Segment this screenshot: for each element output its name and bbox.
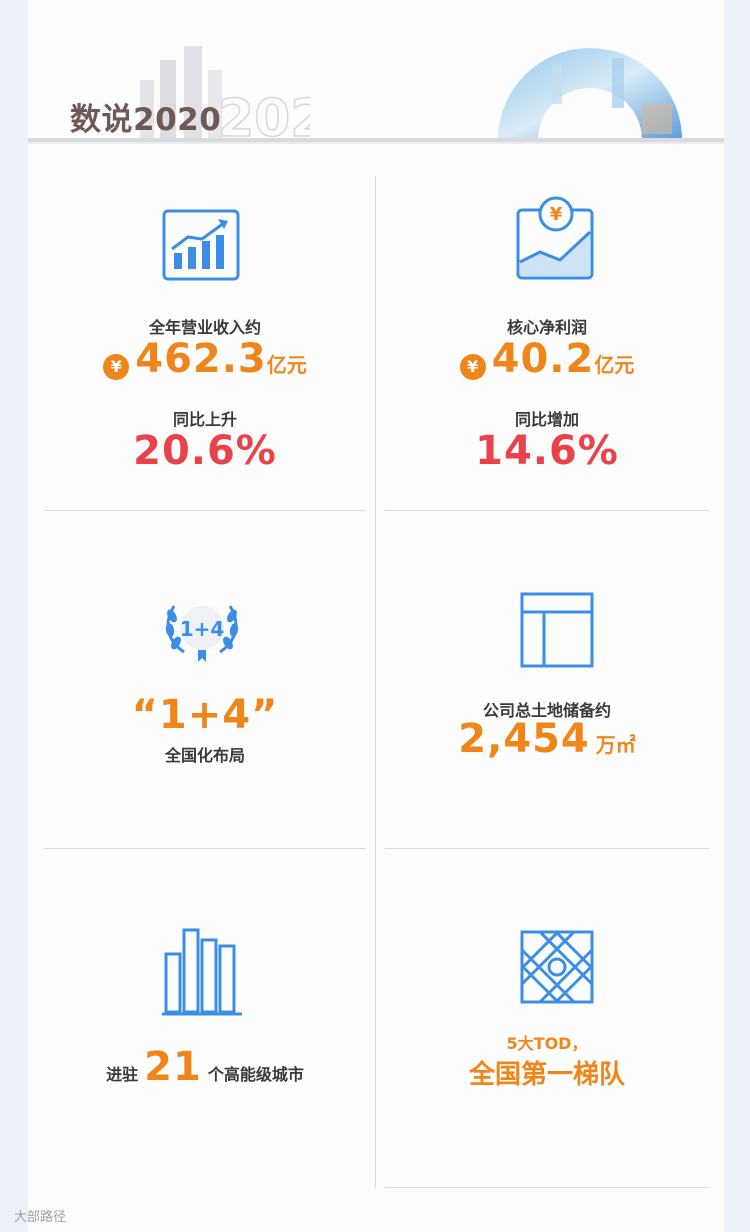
tod-line2: 全国第一梯队 — [468, 1060, 625, 1090]
revenue-label: 全年营业收入约 — [148, 318, 261, 337]
revenue-value-row: ¥ 462.3 亿元 — [44, 336, 366, 382]
profit-label: 核心净利润 — [506, 318, 587, 337]
badge-text: 1+4 — [180, 617, 225, 641]
tod-line1: 5大TOD， — [506, 1034, 588, 1053]
content-sheet — [28, 0, 724, 1232]
floor-plan-icon — [520, 592, 594, 668]
revenue-change-label: 同比上升 — [172, 410, 237, 429]
deco-year-text: 2020 — [218, 89, 310, 140]
grid-divider — [44, 848, 366, 849]
cities-suffix: 个高能级城市 — [207, 1065, 304, 1084]
layout-value: “1+4” — [131, 692, 279, 738]
revenue-unit: 亿元 — [266, 353, 307, 377]
city-arc-decoration — [498, 48, 682, 140]
land-label: 公司总土地储备约 — [482, 701, 611, 720]
grid-divider — [385, 1187, 709, 1188]
yen-symbol-icon: ¥ — [550, 204, 563, 225]
grid-divider — [385, 510, 709, 511]
cities-prefix: 进驻 — [106, 1065, 139, 1084]
land-value: 2,454 — [458, 716, 590, 762]
grid-vertical-divider — [375, 176, 376, 1188]
header-divider — [28, 138, 724, 142]
yen-icon: ¥ — [103, 354, 130, 380]
yen-icon: ¥ — [459, 354, 486, 380]
profit-unit: 亿元 — [594, 353, 635, 377]
city-buildings-icon — [162, 928, 242, 1016]
profit-change-value: 14.6% — [475, 428, 619, 474]
land-unit: 万㎡ — [595, 733, 636, 757]
profit-value: 40.2 — [491, 336, 595, 382]
grid-divider — [385, 848, 709, 849]
revenue-change-value: 20.6% — [133, 428, 277, 474]
growth-chart-icon — [162, 209, 240, 281]
left-margin — [0, 0, 28, 1232]
revenue-value: 462.3 — [135, 336, 267, 382]
profit-change-label: 同比增加 — [514, 410, 579, 429]
page-title: 数说2020 — [70, 102, 222, 138]
grid-divider — [44, 510, 366, 511]
cities-row: 进驻 21 个高能级城市 — [44, 1044, 366, 1090]
right-margin — [724, 0, 750, 1232]
laurel-badge-icon: 1+4 — [165, 605, 239, 662]
building-decoration: 2020 — [140, 46, 310, 140]
layout-label: 全国化布局 — [164, 746, 245, 765]
profit-chart-icon: ¥ — [516, 196, 594, 280]
cities-value: 21 — [144, 1044, 202, 1090]
header-divider-shadow — [28, 142, 724, 144]
profit-value-row: ¥ 40.2 亿元 — [385, 336, 709, 382]
tod-pattern-icon — [520, 930, 594, 1004]
land-value-row: 2,454 万㎡ — [385, 716, 709, 762]
watermark: 大部路径 — [14, 1210, 67, 1225]
